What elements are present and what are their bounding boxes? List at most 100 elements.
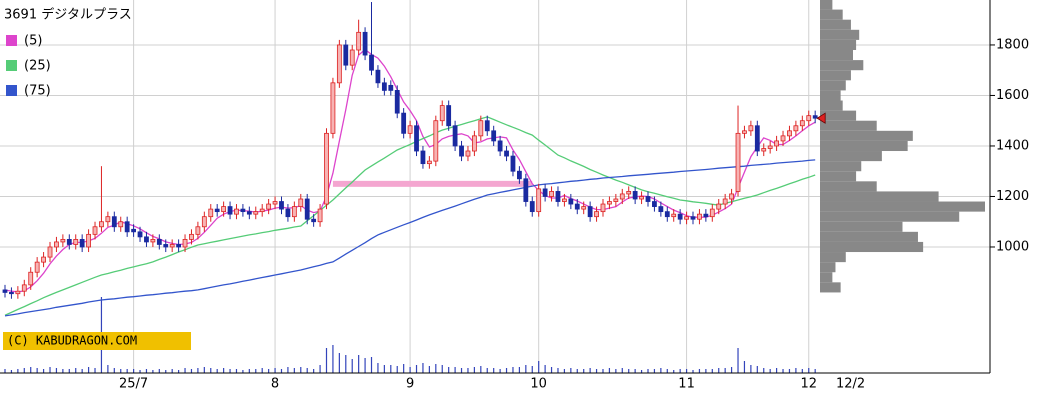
- candle-body: [253, 211, 259, 215]
- volume-bar: [36, 368, 38, 373]
- candle-body: [767, 145, 773, 149]
- volume-profile-bar: [820, 80, 846, 91]
- x-tick-label: 9: [406, 377, 414, 392]
- volume-bar: [184, 368, 186, 373]
- volume-bar: [107, 365, 109, 373]
- volume-bar: [351, 359, 353, 373]
- volume-bar: [505, 368, 508, 373]
- candle-body: [613, 198, 619, 202]
- volume-bar: [287, 367, 289, 373]
- candle-body: [234, 208, 239, 215]
- volume-bar: [544, 365, 546, 373]
- candle-body: [652, 201, 657, 207]
- volume-bar: [126, 369, 128, 373]
- volume-bar: [673, 370, 675, 373]
- candle-body: [54, 241, 59, 248]
- candle-body: [529, 201, 535, 213]
- volume-bar: [499, 369, 501, 373]
- candle-body: [317, 208, 323, 223]
- volume-bar: [68, 369, 70, 373]
- volume-bar: [769, 369, 771, 373]
- candle-body: [709, 208, 715, 218]
- volume-bar: [190, 369, 193, 373]
- volume-bar: [261, 368, 263, 373]
- volume-bar: [306, 368, 308, 373]
- candle-body: [375, 69, 381, 84]
- candle-body: [414, 125, 419, 152]
- candle-body: [272, 201, 278, 205]
- candle-body: [47, 246, 53, 258]
- volume-bar: [415, 365, 418, 373]
- candle-body: [452, 125, 458, 147]
- candle-body: [118, 221, 124, 228]
- volume-profile-bar: [820, 50, 853, 61]
- volume-bar: [377, 363, 379, 373]
- candle-body: [478, 120, 484, 137]
- candle-body: [594, 211, 599, 218]
- candle-body: [504, 150, 509, 157]
- candle-body: [600, 203, 606, 213]
- x-tick-label: 12: [800, 377, 817, 392]
- volume-bar: [30, 367, 32, 373]
- volume-bar: [763, 368, 765, 373]
- volume-bar: [583, 369, 585, 373]
- volume-bar: [737, 348, 739, 373]
- candle-body: [195, 226, 201, 235]
- volume-bar: [512, 367, 514, 373]
- candle-body: [388, 84, 394, 91]
- candle-body: [34, 261, 40, 273]
- candle-body: [227, 206, 233, 215]
- volume-profile-bar: [820, 9, 843, 20]
- x-tick-label: 8: [271, 377, 279, 392]
- volume-bar: [49, 367, 51, 373]
- candle-body: [73, 239, 79, 245]
- volume-bar: [42, 369, 45, 373]
- volume-bar: [615, 369, 617, 373]
- volume-bar: [75, 368, 77, 373]
- volume-bar: [81, 369, 83, 373]
- volume-profile-bar: [820, 90, 841, 101]
- volume-profile-bar: [820, 19, 851, 30]
- candle-body: [799, 120, 805, 127]
- volume-bar: [685, 369, 688, 373]
- volume-bar: [756, 366, 758, 373]
- candle-body: [735, 132, 741, 192]
- volume-bar: [396, 366, 398, 373]
- volume-bar: [743, 361, 746, 373]
- copyright: (C) KABUDRAGON.COM: [7, 334, 137, 348]
- volume-bar: [23, 368, 25, 373]
- volume-bar: [152, 370, 154, 373]
- candle-body: [471, 135, 477, 152]
- candle-body: [748, 125, 754, 132]
- volume-bar: [422, 363, 424, 373]
- volume-profile-bar: [820, 151, 882, 162]
- volume-profile-bar: [820, 241, 924, 253]
- candle-body: [632, 191, 638, 200]
- volume-bar: [293, 368, 295, 373]
- candle-body: [246, 211, 252, 215]
- volume-bar: [158, 369, 160, 373]
- volume-profile-bar: [820, 110, 857, 121]
- candle-body: [381, 82, 387, 91]
- candle-body: [28, 271, 34, 286]
- candle-body: [66, 239, 72, 245]
- candle-body: [176, 244, 182, 248]
- candle-body: [446, 105, 452, 127]
- chart-title: 3691 デジタルプラス: [4, 7, 132, 23]
- volume-profile-bar: [820, 191, 939, 202]
- candle-body: [137, 231, 143, 238]
- volume-bar: [255, 369, 257, 373]
- volume-bar: [10, 370, 13, 373]
- candle-body: [703, 213, 709, 218]
- candle-body: [285, 208, 291, 218]
- volume-bar: [274, 368, 276, 373]
- volume-bar: [370, 357, 373, 373]
- candle-body: [581, 206, 587, 210]
- candle-body: [291, 206, 297, 218]
- candle-body: [780, 135, 786, 142]
- candle-body: [697, 213, 702, 220]
- candle-body: [806, 115, 812, 122]
- volume-profile-bar: [820, 181, 877, 192]
- candle-body: [549, 191, 554, 197]
- candle-body: [439, 105, 445, 122]
